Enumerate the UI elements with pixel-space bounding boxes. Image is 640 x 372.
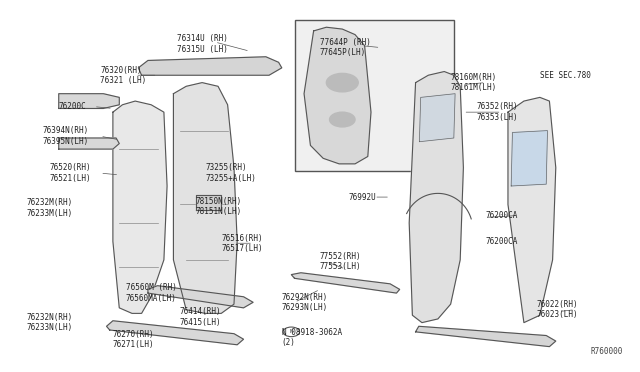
Text: 76232N(RH)
76233N(LH): 76232N(RH) 76233N(LH): [27, 313, 73, 332]
Polygon shape: [113, 101, 167, 313]
Polygon shape: [173, 83, 237, 313]
Text: 76394N(RH)
76395N(LH): 76394N(RH) 76395N(LH): [43, 126, 89, 146]
Text: 76232M(RH)
76233M(LH): 76232M(RH) 76233M(LH): [27, 198, 73, 218]
Polygon shape: [508, 97, 556, 323]
Polygon shape: [511, 131, 547, 186]
Text: 77552(RH)
77553(LH): 77552(RH) 77553(LH): [320, 252, 362, 272]
Polygon shape: [59, 138, 119, 149]
Text: SEE SEC.780: SEE SEC.780: [540, 71, 591, 80]
Polygon shape: [59, 94, 119, 109]
Polygon shape: [415, 326, 556, 347]
Text: 76992U: 76992U: [349, 193, 376, 202]
Text: R760000: R760000: [590, 347, 623, 356]
Polygon shape: [419, 94, 455, 142]
Text: 76320(RH)
76321 (LH): 76320(RH) 76321 (LH): [100, 65, 147, 85]
Text: 78160M(RH)
78161M(LH): 78160M(RH) 78161M(LH): [451, 73, 497, 92]
Text: 76022(RH)
76023(LH): 76022(RH) 76023(LH): [537, 300, 579, 320]
Text: 76200CA: 76200CA: [486, 237, 518, 246]
Text: 76516(RH)
76517(LH): 76516(RH) 76517(LH): [221, 234, 263, 253]
Text: 76200CA: 76200CA: [486, 211, 518, 220]
Polygon shape: [291, 273, 399, 293]
Text: 76520(RH)
76521(LH): 76520(RH) 76521(LH): [49, 163, 91, 183]
Polygon shape: [196, 195, 221, 210]
Text: 76314U (RH)
76315U (LH): 76314U (RH) 76315U (LH): [177, 34, 227, 54]
Text: 78150N(RH)
78151N(LH): 78150N(RH) 78151N(LH): [196, 197, 242, 216]
Text: 76560M (RH)
76560MA(LH): 76560M (RH) 76560MA(LH): [125, 283, 177, 303]
Polygon shape: [106, 321, 244, 345]
Text: N: N: [289, 329, 293, 334]
Text: 77644P (RH)
77645P(LH): 77644P (RH) 77645P(LH): [320, 38, 371, 57]
Text: N 08918-3062A
(2): N 08918-3062A (2): [282, 328, 342, 347]
Polygon shape: [148, 286, 253, 308]
Text: 76414(RH)
76415(LH): 76414(RH) 76415(LH): [180, 307, 221, 327]
Text: 76200C: 76200C: [59, 102, 86, 111]
Circle shape: [326, 73, 358, 92]
Text: 76270(RH)
76271(LH): 76270(RH) 76271(LH): [113, 330, 154, 349]
Polygon shape: [304, 27, 371, 164]
Bar: [294, 20, 454, 171]
Text: 73255(RH)
73255+A(LH): 73255(RH) 73255+A(LH): [205, 163, 256, 183]
Text: 76352(RH)
76353(LH): 76352(RH) 76353(LH): [476, 102, 518, 122]
Text: 76292N(RH)
76293N(LH): 76292N(RH) 76293N(LH): [282, 293, 328, 312]
Polygon shape: [409, 71, 463, 323]
Polygon shape: [138, 57, 282, 75]
Circle shape: [330, 112, 355, 127]
